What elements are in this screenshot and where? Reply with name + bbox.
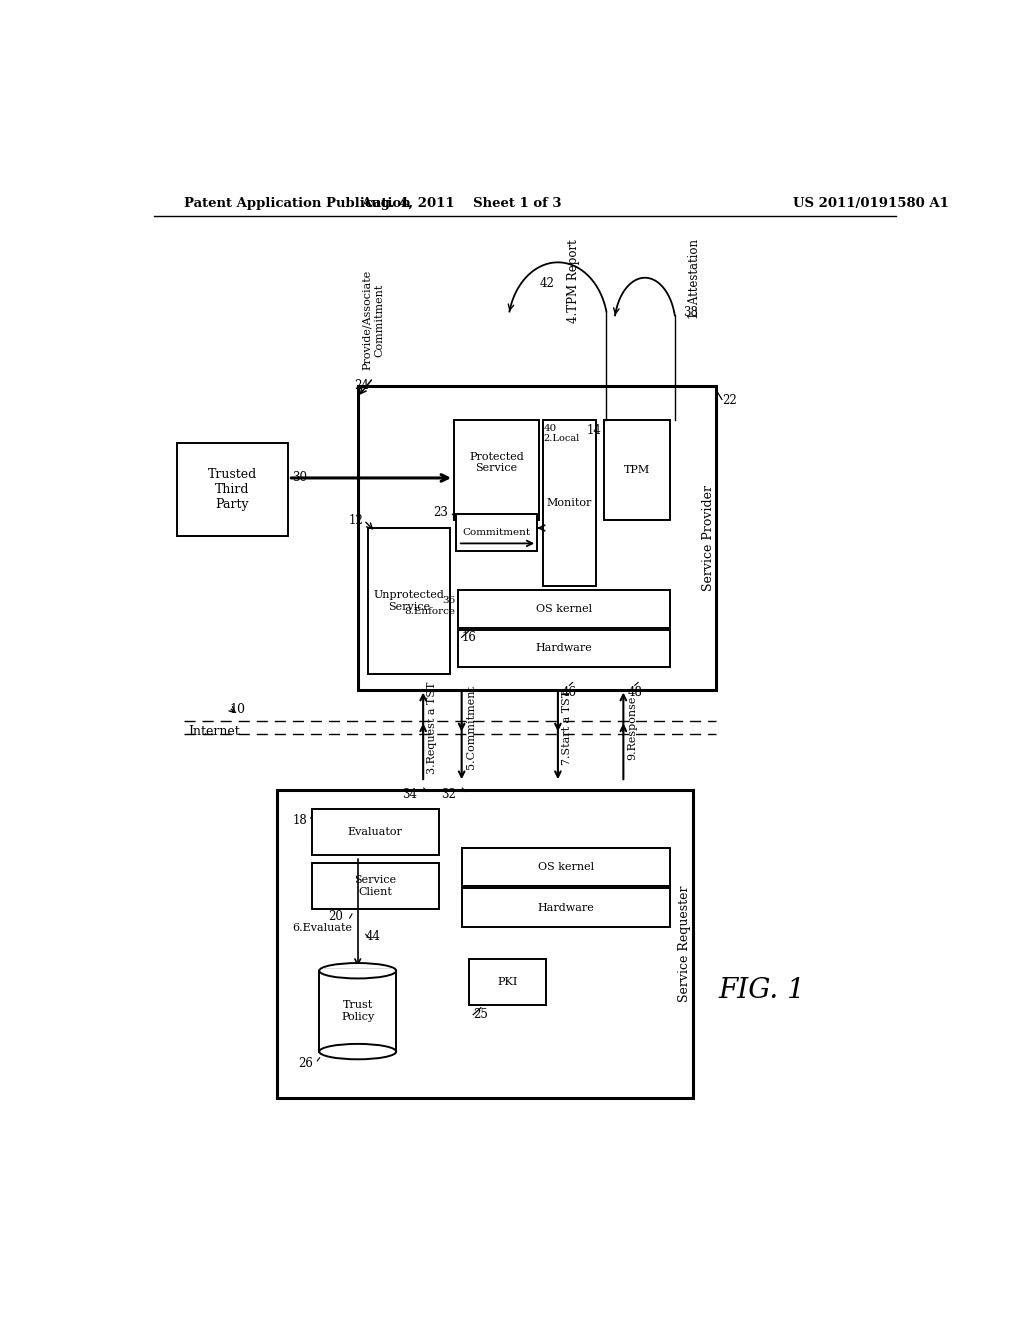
Text: PKI: PKI: [498, 977, 518, 987]
Text: 42: 42: [540, 277, 554, 289]
Bar: [311, 809, 438, 855]
Text: Internet: Internet: [188, 725, 240, 738]
Text: 48: 48: [628, 686, 642, 698]
Text: 32: 32: [440, 788, 456, 801]
Text: 18: 18: [293, 814, 307, 828]
Text: Protected
Service: Protected Service: [469, 451, 523, 474]
Text: TPM: TPM: [624, 465, 650, 475]
Text: Hardware: Hardware: [536, 643, 592, 653]
Bar: [454, 420, 539, 520]
Text: 26: 26: [298, 1056, 313, 1069]
Text: Evaluator: Evaluator: [347, 828, 402, 837]
Bar: [458, 630, 670, 667]
Bar: [458, 590, 670, 628]
Bar: [368, 528, 451, 675]
Text: 24: 24: [354, 379, 370, 392]
Text: Hardware: Hardware: [538, 903, 594, 912]
Text: Trust
Policy: Trust Policy: [341, 1001, 375, 1022]
Text: 16: 16: [462, 631, 476, 644]
Text: 14: 14: [587, 424, 602, 437]
Bar: [177, 444, 289, 536]
Text: 3.Request a TST: 3.Request a TST: [427, 681, 437, 774]
Text: OS kernel: OS kernel: [536, 603, 592, 614]
Text: 38: 38: [683, 306, 698, 319]
Text: Service
Client: Service Client: [354, 875, 396, 896]
Text: 44: 44: [366, 929, 381, 942]
Text: 8.Enforce: 8.Enforce: [404, 607, 456, 615]
Ellipse shape: [319, 1044, 396, 1059]
Text: 2.Local: 2.Local: [544, 434, 580, 444]
Text: 1. Attestation: 1. Attestation: [688, 239, 701, 319]
Text: 5.Commitment: 5.Commitment: [466, 685, 475, 770]
Text: 6.Evaluate: 6.Evaluate: [292, 924, 352, 933]
Text: 40: 40: [544, 424, 556, 433]
Text: OS kernel: OS kernel: [538, 862, 594, 871]
Bar: [604, 420, 670, 520]
Text: Service Requester: Service Requester: [679, 886, 691, 1002]
Text: Aug. 4, 2011    Sheet 1 of 3: Aug. 4, 2011 Sheet 1 of 3: [361, 197, 562, 210]
Text: US 2011/0191580 A1: US 2011/0191580 A1: [793, 197, 948, 210]
Ellipse shape: [319, 964, 396, 978]
Text: FIG. 1: FIG. 1: [719, 977, 805, 1003]
Bar: [462, 888, 670, 927]
Text: 22: 22: [722, 395, 736, 408]
Text: Trusted
Third
Party: Trusted Third Party: [208, 469, 257, 511]
Text: 34: 34: [402, 788, 417, 801]
Text: 12: 12: [349, 513, 364, 527]
Text: 20: 20: [328, 911, 343, 924]
Text: 23: 23: [433, 506, 447, 519]
Bar: [543, 420, 596, 586]
Bar: [469, 960, 547, 1006]
Bar: [276, 789, 692, 1098]
Bar: [462, 847, 670, 886]
Text: 4.TPM Report: 4.TPM Report: [567, 239, 580, 323]
Text: 25: 25: [473, 1008, 488, 1022]
Text: 30: 30: [292, 471, 307, 484]
Text: Commitment: Commitment: [463, 528, 530, 537]
Bar: [457, 515, 538, 552]
Text: Monitor: Monitor: [547, 498, 592, 508]
Bar: [357, 385, 716, 689]
Bar: [311, 863, 438, 909]
Text: Patent Application Publication: Patent Application Publication: [184, 197, 412, 210]
Text: 36: 36: [442, 595, 456, 605]
Text: Provide/Associate
Commitment: Provide/Associate Commitment: [362, 271, 384, 371]
Text: 46: 46: [562, 686, 577, 698]
Text: Unprotected
Service: Unprotected Service: [374, 590, 444, 612]
Text: 7.Start a TST: 7.Start a TST: [562, 690, 571, 766]
Text: 10: 10: [229, 704, 245, 717]
Text: Service Provider: Service Provider: [701, 484, 715, 590]
Text: 9.Response: 9.Response: [628, 696, 637, 759]
